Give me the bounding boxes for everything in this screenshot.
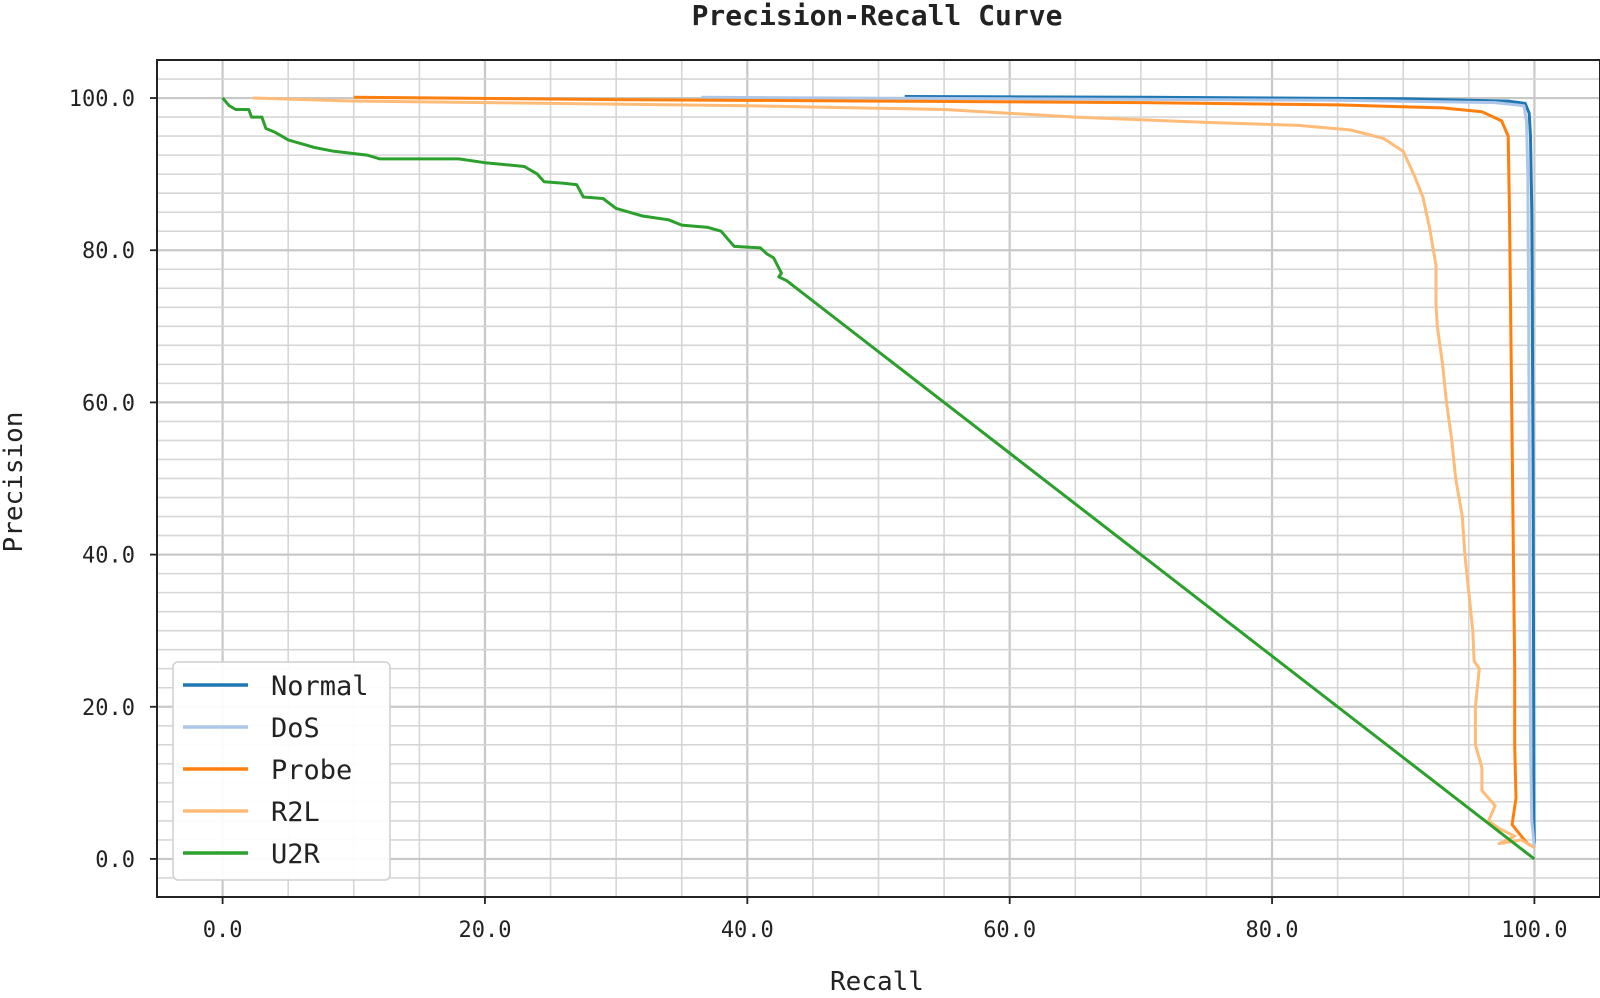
grid: [157, 60, 1600, 897]
series-lines: [221, 95, 1536, 861]
x-tick-label: 80.0: [1246, 918, 1299, 943]
y-tick-label: 80.0: [82, 239, 135, 264]
legend: Normal DoS Probe R2L U2R: [172, 661, 391, 881]
legend-label-probe: Probe: [271, 755, 352, 786]
series-line-probe: [353, 95, 1536, 849]
x-tick-label: 60.0: [983, 918, 1036, 943]
y-tick-label: 100.0: [69, 87, 135, 112]
x-axis-label: Recall: [830, 967, 924, 997]
y-axis-label: Precision: [0, 412, 29, 553]
series-line-r2l: [252, 96, 1536, 849]
x-tick-label: 20.0: [458, 918, 511, 943]
x-tick-label: 0.0: [203, 918, 243, 943]
legend-label-r2l: R2L: [271, 797, 320, 828]
series-line-dos: [701, 95, 1536, 848]
y-tick-label: 60.0: [82, 391, 135, 416]
series-line-normal: [904, 95, 1536, 844]
legend-label-u2r: U2R: [271, 839, 321, 870]
y-tick-label: 0.0: [95, 848, 135, 873]
series-line-u2r: [221, 97, 1536, 861]
y-tick-label: 20.0: [82, 696, 135, 721]
legend-label-dos: DoS: [271, 713, 320, 744]
y-tick-label: 40.0: [82, 544, 135, 569]
legend-box: [172, 661, 391, 881]
plot-frame: [156, 59, 1600, 898]
legend-label-normal: Normal: [271, 671, 369, 702]
chart-title: Precision-Recall Curve: [692, 0, 1063, 32]
x-tick-label: 40.0: [721, 918, 774, 943]
axis-ticks: 0.0 20.0 40.0 60.0 80.0 100.0 0.0 20.0 40.0 60.0 8…: [69, 87, 1568, 943]
x-tick-label: 100.0: [1501, 918, 1567, 943]
